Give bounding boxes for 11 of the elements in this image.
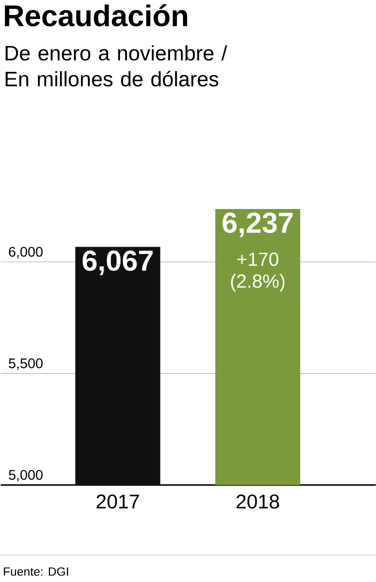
y-tick-label: 5,500	[8, 358, 42, 370]
x-tick-label: 2018	[236, 494, 279, 509]
data-label: 6,237	[222, 212, 292, 238]
y-tick-label: 5,000	[8, 470, 42, 482]
x-tick-label: 2017	[96, 494, 139, 509]
chart-title: Recaudación	[4, 4, 187, 26]
data-label: 6,067	[82, 250, 152, 276]
chart-subtitle: De enero a noviembre / En millones de dólares	[5, 45, 227, 86]
y-tick-label: 6,000	[8, 246, 42, 258]
source-note: Fuente: DGI	[4, 567, 68, 576]
annotation: +170 (2.8%)	[230, 252, 284, 292]
